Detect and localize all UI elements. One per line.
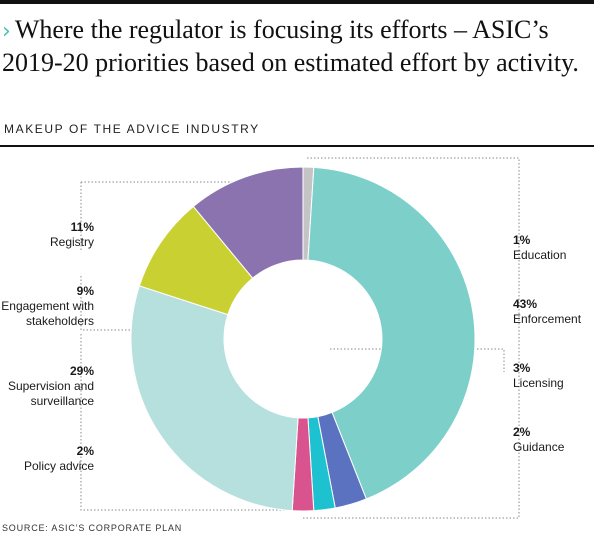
label-enforcement-name: Enforcement <box>513 312 582 326</box>
chevron-right-icon: › <box>2 19 11 44</box>
leader-line <box>307 157 520 246</box>
source-note: SOURCE: ASIC’S CORPORATE PLAN <box>2 523 183 533</box>
label-guidance-value: 2% <box>513 425 531 439</box>
label-supervision-name: Supervision and surveillance <box>7 379 94 408</box>
label-registry-value: 11% <box>70 220 94 234</box>
leader-line <box>330 348 505 372</box>
label-engagement: 9% Engagement with stakeholders <box>0 284 94 329</box>
label-licensing: 3% Licensing <box>513 361 564 391</box>
label-engagement-name: Engagement with stakeholders <box>1 299 94 328</box>
label-education-name: Education <box>513 248 567 262</box>
label-guidance: 2% Guidance <box>513 425 564 455</box>
label-licensing-value: 3% <box>513 361 531 375</box>
label-policy-advice: 2% Policy advice <box>0 444 94 474</box>
header-divider <box>0 145 594 147</box>
label-education: 1% Education <box>513 233 566 263</box>
label-policy-advice-value: 2% <box>76 444 94 458</box>
label-enforcement-value: 43% <box>513 297 538 311</box>
leader-line <box>80 276 140 331</box>
top-rule <box>0 0 594 4</box>
chart-subtitle: MAKEUP OF THE ADVICE INDUSTRY <box>4 122 260 136</box>
label-enforcement: 43% Enforcement <box>513 297 581 327</box>
label-supervision-value: 29% <box>69 364 94 378</box>
label-policy-advice-name: Policy advice <box>23 459 94 473</box>
label-engagement-value: 9% <box>76 284 94 298</box>
slice-supervision-and-surveillance <box>130 285 299 512</box>
slice-enforcement <box>307 166 476 500</box>
label-registry-name: Registry <box>49 235 94 249</box>
label-guidance-name: Guidance <box>513 440 565 454</box>
label-education-value: 1% <box>513 233 531 247</box>
chart-title-text: Where the regulator is focusing its effo… <box>2 15 579 77</box>
label-registry: 11% Registry <box>0 220 94 250</box>
chart-title: › Where the regulator is focusing its eff… <box>2 14 592 78</box>
label-licensing-name: Licensing <box>513 376 564 390</box>
leader-line <box>80 334 300 511</box>
label-supervision: 29% Supervision and surveillance <box>0 364 94 409</box>
leader-lines <box>80 157 520 519</box>
donut-slices <box>130 166 476 512</box>
slice-registry <box>192 166 304 279</box>
